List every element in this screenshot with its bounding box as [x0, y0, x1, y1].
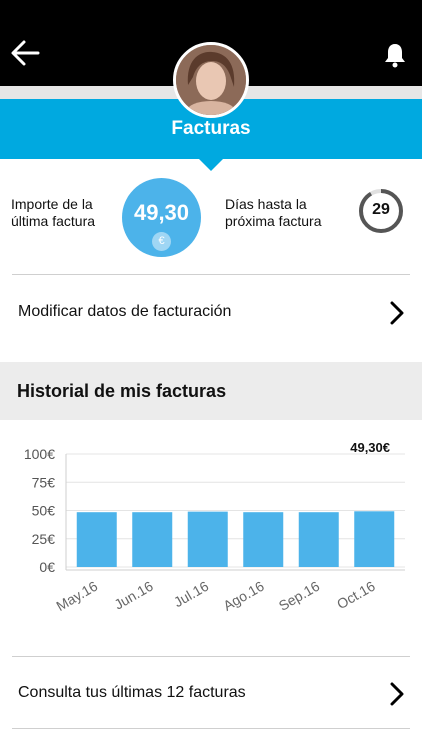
bar — [76, 512, 117, 567]
chevron-right-icon[interactable] — [390, 301, 404, 325]
last-bills-row[interactable]: Consulta tus últimas 12 facturas — [0, 668, 422, 724]
x-tick-label: Oct.16 — [334, 578, 378, 613]
y-tick-label: 100€ — [24, 446, 55, 462]
bar — [132, 512, 173, 567]
last-bill-label-line2: última factura — [11, 213, 96, 229]
y-tick-label: 75€ — [32, 474, 56, 490]
x-tick-label: Jul.16 — [171, 578, 212, 611]
bar — [298, 512, 339, 567]
x-tick-label: Jun.16 — [111, 578, 156, 613]
divider — [12, 728, 410, 729]
history-title: Historial de mis facturas — [17, 381, 227, 401]
x-tick-label: Sep.16 — [276, 578, 323, 614]
x-tick-label: Ago.16 — [220, 578, 267, 614]
banner-pointer — [198, 158, 224, 171]
latest-value-label: 49,30€ — [350, 440, 390, 455]
y-tick-label: 25€ — [32, 531, 56, 547]
last-bill-label: Importe de la última factura — [11, 196, 95, 230]
notification-bell-icon[interactable] — [384, 42, 406, 68]
y-tick-label: 0€ — [39, 559, 55, 575]
y-tick-label: 50€ — [32, 503, 56, 519]
days-value: 29 — [372, 201, 390, 218]
history-section-header: Historial de mis facturas — [0, 362, 422, 420]
divider — [12, 656, 410, 657]
bar — [187, 511, 228, 567]
back-arrow-icon[interactable] — [8, 36, 42, 70]
chevron-right-icon[interactable] — [390, 682, 404, 706]
last-bill-amount-badge: 49,30 € — [122, 178, 201, 257]
days-countdown: 29 — [356, 186, 406, 236]
countdown-ring-icon — [359, 189, 403, 233]
last-bill-label-line1: Importe de la — [11, 196, 93, 212]
days-label-line1: Días hasta la — [225, 196, 307, 212]
bar — [354, 511, 395, 567]
page-title: Facturas — [171, 118, 251, 139]
last-bills-link[interactable]: Consulta tus últimas 12 facturas — [18, 684, 246, 701]
modify-billing-row[interactable]: Modificar datos de facturación — [0, 285, 422, 341]
days-label-line2: próxima factura — [225, 213, 322, 229]
divider — [12, 274, 410, 275]
avatar[interactable] — [173, 42, 249, 118]
avatar-photo — [176, 45, 246, 115]
euro-icon: € — [152, 232, 171, 251]
days-to-next-label: Días hasta la próxima factura — [225, 196, 321, 230]
last-bill-amount: 49,30 — [133, 200, 190, 225]
bills-history-chart: 100€ 75€ 50€ 25€ 0€ May.16 Jun.16 Jul.16 Ago.16 S… — [24, 440, 405, 614]
bar — [243, 512, 284, 567]
modify-billing-link[interactable]: Modificar datos de facturación — [18, 303, 232, 320]
x-tick-label: May.16 — [53, 578, 100, 614]
